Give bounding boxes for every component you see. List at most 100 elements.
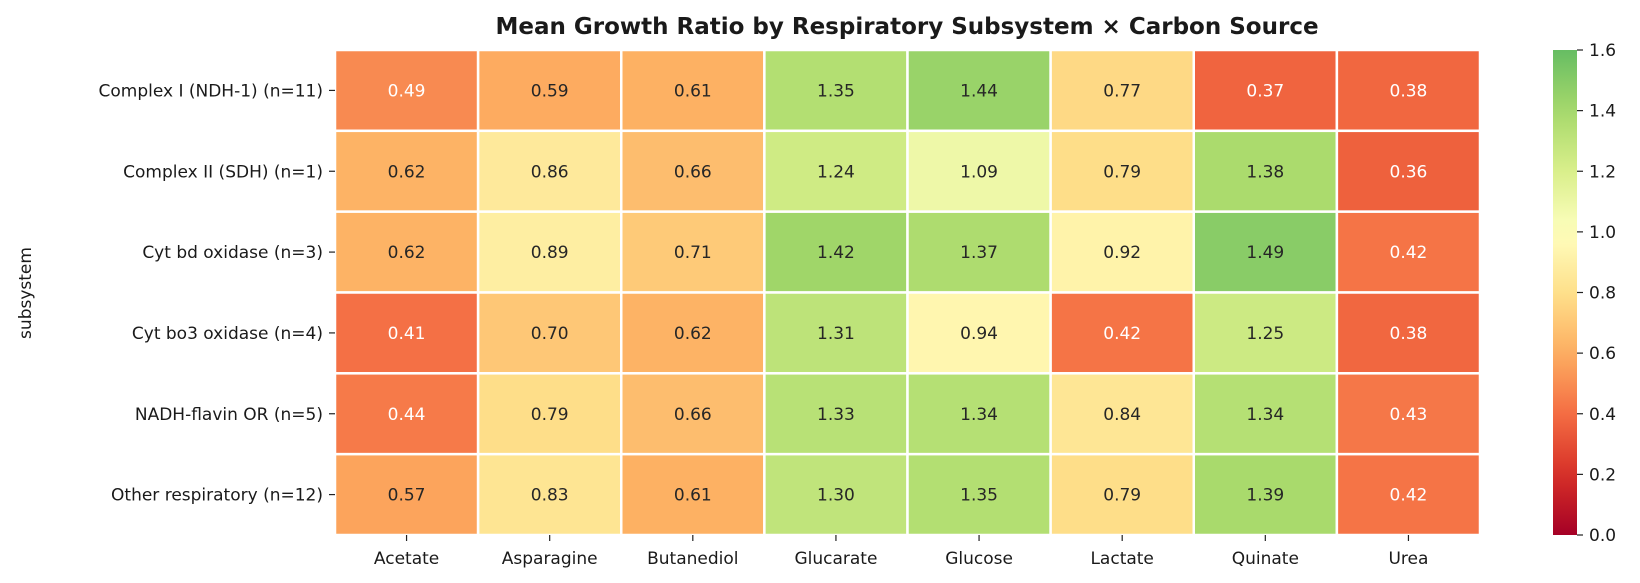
cell-value-label: 0.62 xyxy=(388,243,426,263)
cell-value-label: 0.66 xyxy=(674,162,712,182)
cell-value-label: 0.38 xyxy=(1390,324,1428,344)
cell-value-label: 0.86 xyxy=(531,162,569,182)
heatmap-cell xyxy=(763,129,909,213)
heatmap-cell xyxy=(1335,48,1482,133)
heatmap-cell xyxy=(763,210,909,294)
colorbar-tick-label: 0.8 xyxy=(1589,284,1616,304)
cell-value-label: 1.34 xyxy=(960,405,998,425)
cell-value-label: 1.42 xyxy=(817,243,855,263)
heatmap-cell xyxy=(620,452,766,537)
heatmap-cell xyxy=(763,372,909,456)
cell-value-label: 1.25 xyxy=(1246,324,1284,344)
cell-value-label: 1.09 xyxy=(960,162,998,182)
heatmap-cell xyxy=(476,129,623,213)
cell-value-label: 0.71 xyxy=(674,243,712,263)
cell-value-label: 0.42 xyxy=(1390,486,1428,506)
cell-value-label: 0.61 xyxy=(674,81,712,101)
heatmap-cell xyxy=(476,210,623,294)
y-tick-label: Complex I (NDH-1) (n=11) xyxy=(98,81,323,101)
heatmap-cell xyxy=(906,291,1052,375)
cell-value-label: 0.70 xyxy=(531,324,569,344)
heatmap-cell xyxy=(1049,129,1195,213)
cell-value-label: 1.44 xyxy=(960,81,998,101)
heatmap-cell xyxy=(476,452,623,537)
x-tick-label: Acetate xyxy=(374,549,439,569)
colorbar-tick-label: 0.2 xyxy=(1589,465,1616,485)
colorbar-tick-label: 1.0 xyxy=(1589,223,1616,243)
heatmap-cell xyxy=(476,48,623,133)
y-tick-label: Cyt bd oxidase (n=3) xyxy=(142,243,323,263)
cell-value-label: 0.36 xyxy=(1390,162,1428,182)
cell-value-label: 0.94 xyxy=(960,324,998,344)
cell-value-label: 0.84 xyxy=(1103,405,1141,425)
chart-title: Mean Growth Ratio by Respiratory Subsyst… xyxy=(495,14,1318,40)
cell-value-label: 0.38 xyxy=(1390,81,1428,101)
cell-value-label: 0.79 xyxy=(531,405,569,425)
cell-value-label: 1.35 xyxy=(817,81,855,101)
heatmap-cell xyxy=(1335,452,1482,537)
colorbar-tick-label: 0.6 xyxy=(1589,344,1616,364)
y-tick-label: Complex II (SDH) (n=1) xyxy=(123,162,323,182)
x-tick-label: Urea xyxy=(1388,549,1428,569)
colorbar-tick-label: 1.4 xyxy=(1589,102,1616,122)
heatmap-cell xyxy=(1192,291,1339,375)
cell-value-label: 0.42 xyxy=(1390,243,1428,263)
heatmap-cell xyxy=(620,210,766,294)
y-tick-label: Cyt bo3 oxidase (n=4) xyxy=(132,324,323,344)
heatmap-cell xyxy=(1335,210,1482,294)
heatmap-cell xyxy=(1049,452,1195,537)
cell-value-label: 0.61 xyxy=(674,486,712,506)
cell-value-label: 1.38 xyxy=(1246,162,1284,182)
colorbar xyxy=(1553,50,1577,535)
cell-value-label: 1.30 xyxy=(817,486,855,506)
cell-value-label: 0.59 xyxy=(531,81,569,101)
heatmap-cell xyxy=(1335,372,1482,456)
colorbar-tick-label: 0.4 xyxy=(1589,405,1616,425)
y-tick-label: Other respiratory (n=12) xyxy=(111,486,323,506)
x-tick-label: Glucarate xyxy=(794,549,877,569)
cell-value-label: 1.34 xyxy=(1246,405,1284,425)
heatmap-cell xyxy=(1192,210,1339,294)
cell-value-label: 0.89 xyxy=(531,243,569,263)
cell-value-label: 0.79 xyxy=(1103,162,1141,182)
cell-value-label: 0.62 xyxy=(674,324,712,344)
cell-value-label: 0.92 xyxy=(1103,243,1141,263)
x-tick-label: Quinate xyxy=(1232,549,1299,569)
x-tick-label: Asparagine xyxy=(502,549,598,569)
cell-value-label: 1.24 xyxy=(817,162,855,182)
cell-value-label: 0.43 xyxy=(1390,405,1428,425)
heatmap-cell xyxy=(620,291,766,375)
x-tick-label: Glucose xyxy=(945,549,1013,569)
cell-value-label: 0.79 xyxy=(1103,486,1141,506)
colorbar-tick-label: 0.0 xyxy=(1589,526,1616,546)
cell-value-label: 0.49 xyxy=(388,81,426,101)
cell-value-label: 0.66 xyxy=(674,405,712,425)
heatmap-cell xyxy=(763,291,909,375)
cell-value-label: 1.49 xyxy=(1246,243,1284,263)
cell-value-label: 0.42 xyxy=(1103,324,1141,344)
cell-value-label: 0.62 xyxy=(388,162,426,182)
cell-value-label: 1.31 xyxy=(817,324,855,344)
heatmap-cell xyxy=(906,372,1052,456)
cell-value-label: 1.37 xyxy=(960,243,998,263)
heatmap-cell xyxy=(1049,210,1195,294)
cell-value-label: 1.35 xyxy=(960,486,998,506)
heatmap-cell xyxy=(1049,48,1195,133)
heatmap-cell xyxy=(1335,129,1482,213)
cell-value-label: 1.39 xyxy=(1246,486,1284,506)
colorbar-tick-label: 1.2 xyxy=(1589,162,1616,182)
cell-value-label: 0.41 xyxy=(388,324,426,344)
y-tick-label: NADH-flavin OR (n=5) xyxy=(135,405,323,425)
y-axis-label: subsystem xyxy=(16,247,36,339)
cell-value-label: 0.83 xyxy=(531,486,569,506)
colorbar-tick-label: 1.6 xyxy=(1589,41,1616,61)
cell-value-label: 1.33 xyxy=(817,405,855,425)
x-tick-label: Butanediol xyxy=(647,549,738,569)
cell-value-label: 0.77 xyxy=(1103,81,1141,101)
cell-value-label: 0.37 xyxy=(1246,81,1284,101)
x-tick-label: Lactate xyxy=(1090,549,1153,569)
cell-value-label: 0.44 xyxy=(388,405,426,425)
heatmap-cell xyxy=(906,210,1052,294)
heatmap-cell xyxy=(1192,452,1339,537)
